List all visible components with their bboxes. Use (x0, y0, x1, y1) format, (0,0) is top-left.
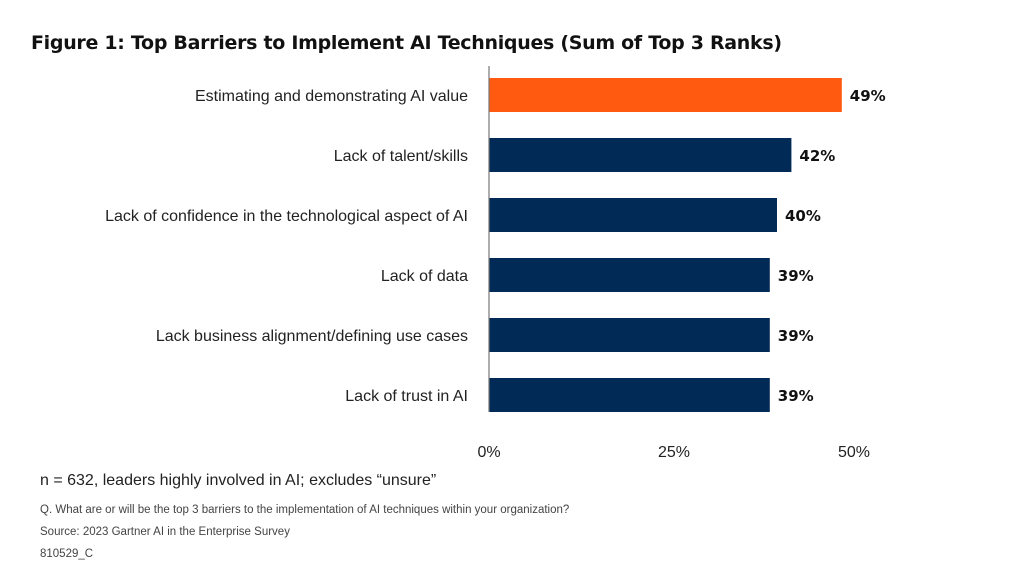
category-label: Lack business alignment/defining use cas… (156, 328, 468, 345)
bar (489, 378, 770, 412)
bar (489, 78, 842, 112)
data-label: 42% (799, 147, 835, 165)
category-label: Lack of talent/skills (334, 148, 468, 165)
x-tick-label: 0% (477, 444, 500, 461)
data-label: 39% (778, 327, 814, 345)
x-tick-label: 25% (658, 444, 690, 461)
source-text: Source: 2023 Gartner AI in the Enterpris… (40, 526, 290, 538)
category-label: Lack of trust in AI (345, 388, 468, 405)
survey-question: Q. What are or will be the top 3 barrier… (40, 504, 570, 516)
category-label: Lack of confidence in the technological … (105, 208, 468, 225)
bar (489, 318, 770, 352)
bar (489, 198, 777, 232)
category-label: Lack of data (381, 268, 468, 285)
sample-note: n = 632, leaders highly involved in AI; … (40, 472, 437, 489)
data-label: 39% (778, 267, 814, 285)
data-label: 39% (778, 387, 814, 405)
bar (489, 258, 770, 292)
bar (489, 138, 792, 172)
category-label: Estimating and demonstrating AI value (195, 88, 468, 105)
figure-code: 810529_C (40, 548, 94, 560)
chart-title: Figure 1: Top Barriers to Implement AI T… (31, 32, 782, 54)
bar-chart: Estimating and demonstrating AI value 49%… (105, 66, 886, 461)
data-label: 40% (785, 207, 821, 225)
data-label: 49% (850, 87, 886, 105)
x-tick-label: 50% (838, 444, 870, 461)
